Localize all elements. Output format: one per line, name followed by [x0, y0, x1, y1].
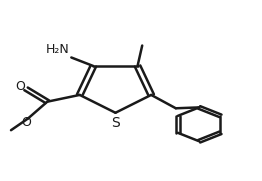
Text: O: O: [15, 80, 25, 93]
Text: H₂N: H₂N: [46, 43, 69, 56]
Text: O: O: [22, 116, 31, 129]
Text: S: S: [111, 116, 120, 130]
